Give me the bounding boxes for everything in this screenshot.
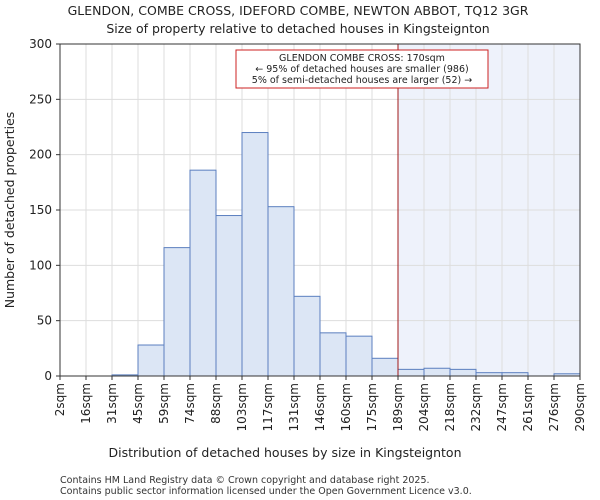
y-tick-label-150: 150 [29,203,52,217]
x-tick-label-59sqm: 59sqm [157,383,171,424]
x-axis-label: Distribution of detached houses by size … [109,445,462,460]
bar-218sqm [449,368,477,377]
x-tick-label-74sqm: 74sqm [183,383,197,424]
bar-59sqm [163,247,191,377]
chart-title-line1: GLENDON, COMBE CROSS, IDEFORD COMBE, NEW… [68,3,529,18]
x-tick-label-146sqm: 146sqm [313,383,327,431]
y-tick-label-200: 200 [29,148,52,162]
x-tick-label-204sqm: 204sqm [417,383,431,431]
annotation-background [235,49,489,89]
x-tick-label-31sqm: 31sqm [105,383,119,424]
y-tick-label-50: 50 [37,314,52,328]
x-tick-label-189sqm: 189sqm [391,383,405,431]
bar-131sqm [293,295,321,377]
bars [111,132,581,377]
annotation-line1: GLENDON COMBE CROSS: 170sqm [279,53,445,64]
x-tick-label-2sqm: 2sqm [53,383,67,416]
annotation-line3: 5% of semi-detached houses are larger (5… [252,75,472,86]
y-tick-label-100: 100 [29,258,52,272]
x-tick-label-160sqm: 160sqm [339,383,353,431]
bar-175sqm [371,357,399,377]
bar-160sqm [345,335,373,377]
bar-88sqm [215,215,243,377]
bar-204sqm [423,367,451,377]
bar-74sqm [189,169,217,377]
x-tick-label-131sqm: 131sqm [287,383,301,431]
x-tick-label-290sqm: 290sqm [573,383,587,431]
bar-189sqm [397,368,425,377]
x-tick-label-232sqm: 232sqm [469,383,483,431]
x-tick-label-261sqm: 261sqm [521,383,535,431]
bar-103sqm [241,132,269,377]
x-tick-label-247sqm: 247sqm [495,383,509,431]
x-tick-label-175sqm: 175sqm [365,383,379,431]
y-axis-ticks: 0 50 100 150 200 250 300 [29,37,60,383]
footer-line1: Contains HM Land Registry data © Crown c… [60,475,430,486]
y-tick-label-250: 250 [29,92,52,106]
chart-title-line2: Size of property relative to detached ho… [106,21,489,36]
x-tick-label-276sqm: 276sqm [547,383,561,431]
y-tick-label-0: 0 [44,369,52,383]
x-tick-label-117sqm: 117sqm [261,383,275,431]
bar-45sqm [137,344,165,377]
y-tick-label-300: 300 [29,37,52,51]
x-tick-label-45sqm: 45sqm [131,383,145,424]
x-tick-label-103sqm: 103sqm [235,383,249,431]
annotation-line2: ← 95% of detached houses are smaller (98… [255,64,468,75]
footer-line2: Contains public sector information licen… [60,486,472,497]
annotation-box: GLENDON COMBE CROSS: 170sqm ← 95% of det… [235,49,489,89]
x-axis-ticks: 2sqm 16sqm 31sqm 45sqm 59sqm 74sqm 88sqm 103sqm… [53,376,587,431]
x-tick-label-218sqm: 218sqm [443,383,457,431]
bar-117sqm [267,206,295,377]
bar-146sqm [319,332,347,377]
x-tick-label-16sqm: 16sqm [79,383,93,424]
y-axis-label: Number of detached properties [2,112,17,309]
x-tick-label-88sqm: 88sqm [209,383,223,424]
